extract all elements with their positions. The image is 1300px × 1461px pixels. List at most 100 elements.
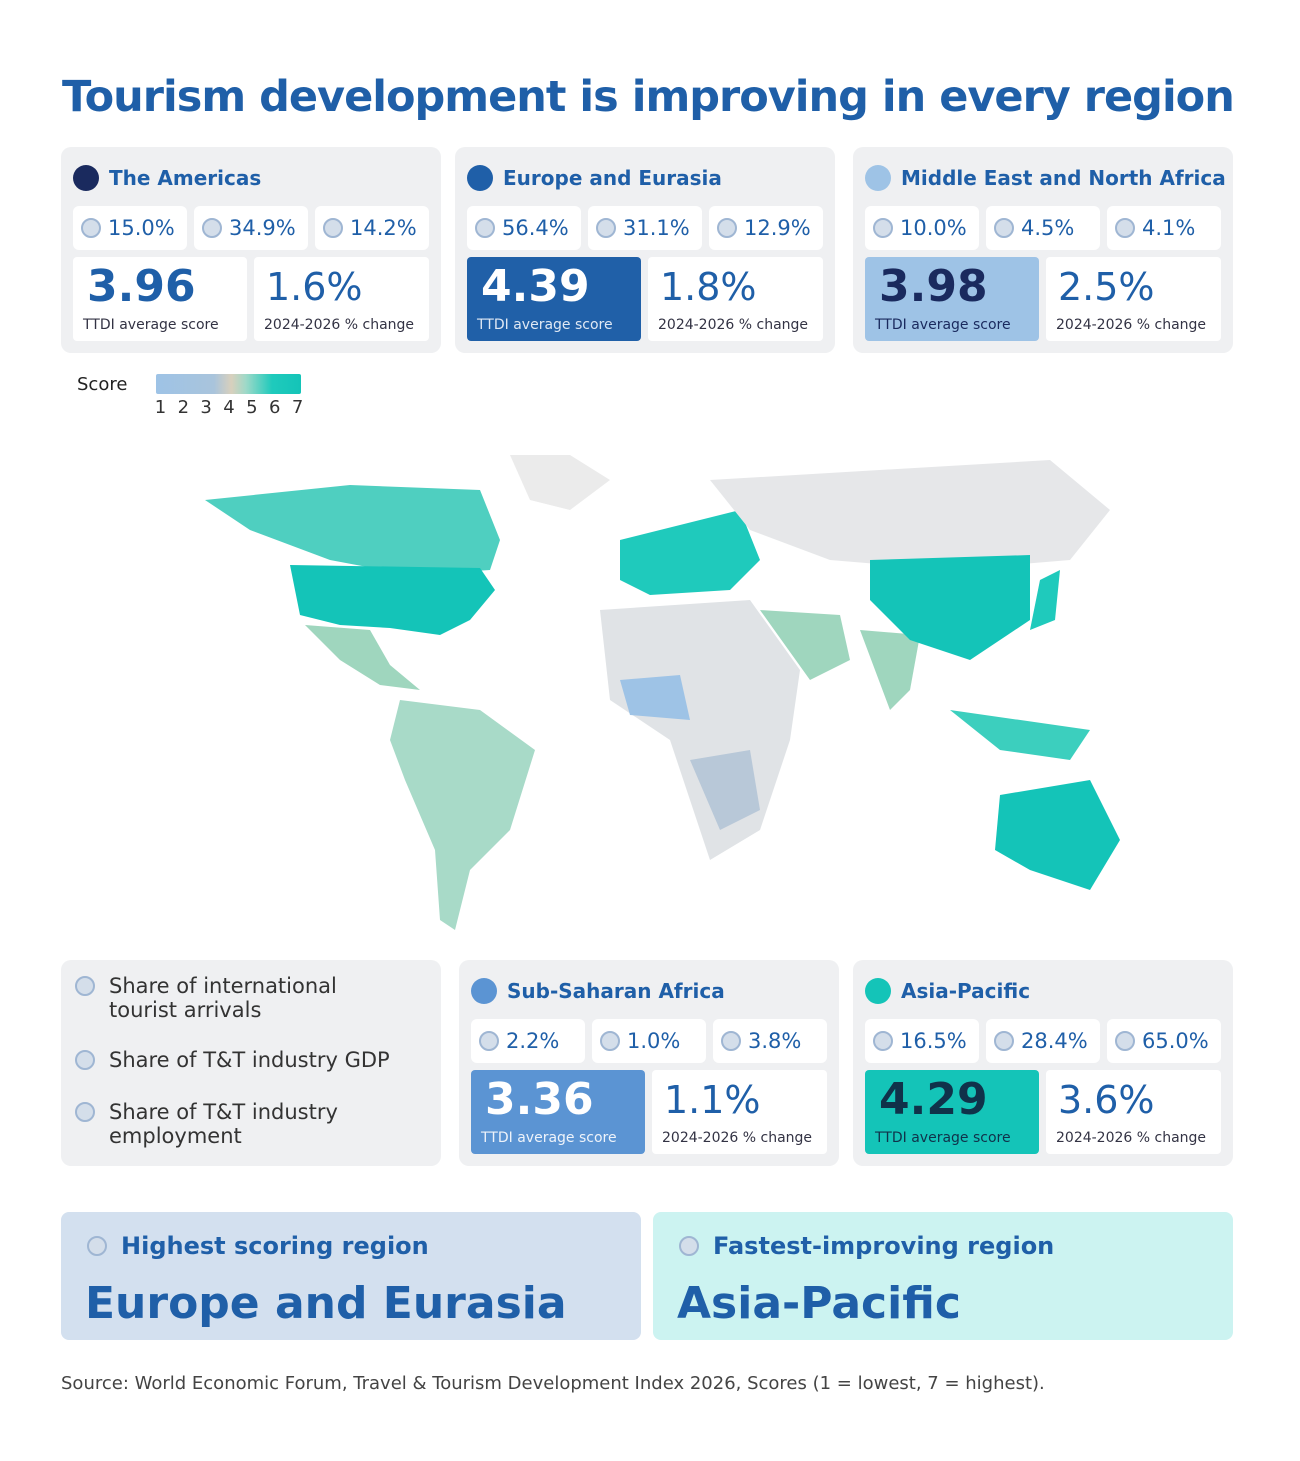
legend-tick: 1	[154, 397, 167, 418]
score-label: TTDI average score	[875, 317, 1011, 333]
key-label: Share of T&T industry employment	[109, 1100, 338, 1148]
legend-scale	[156, 374, 301, 394]
change-label: 2024-2026 % change	[658, 317, 809, 333]
stat-icon	[717, 218, 737, 238]
stat-pill: 2.2%	[471, 1019, 585, 1063]
stat-icon	[873, 1031, 893, 1051]
score-label: TTDI average score	[477, 317, 613, 333]
highlight-box: Fastest-improving region Asia-Pacific	[653, 1212, 1233, 1340]
china	[870, 555, 1030, 660]
change-box: 2.5% 2024-2026 % change	[1046, 257, 1221, 341]
stat-value: 4.5%	[1021, 216, 1075, 240]
stat-value: 14.2%	[350, 216, 417, 240]
stat-icon	[479, 1031, 499, 1051]
key-icon	[75, 1050, 95, 1070]
highlight-label: Highest scoring region	[121, 1232, 429, 1260]
region-name: Asia-Pacific	[901, 979, 1031, 1003]
stat-pill: 34.9%	[194, 206, 308, 250]
stat-icon	[721, 1031, 741, 1051]
stat-value: 34.9%	[229, 216, 296, 240]
highlight-icon	[679, 1236, 699, 1256]
change-box: 1.6% 2024-2026 % change	[254, 257, 429, 341]
score-label: TTDI average score	[83, 317, 219, 333]
stat-icon	[323, 218, 343, 238]
legend-tick: 3	[200, 397, 212, 418]
change-label: 2024-2026 % change	[264, 317, 415, 333]
stat-pill: 10.0%	[865, 206, 979, 250]
score-label: TTDI average score	[875, 1130, 1011, 1146]
region-name: Sub-Saharan Africa	[507, 979, 725, 1003]
highlight-icon	[87, 1236, 107, 1256]
region-dot	[471, 978, 497, 1004]
stat-pill: 1.0%	[592, 1019, 706, 1063]
change-value: 3.6%	[1058, 1078, 1155, 1122]
source: Source: World Economic Forum, Travel & T…	[61, 1373, 1045, 1394]
stat-icon	[873, 218, 893, 238]
stat-pill: 15.0%	[73, 206, 187, 250]
score-value: 3.36	[485, 1074, 594, 1125]
region-header: Middle East and North Africa	[865, 165, 1226, 191]
key-card: Share of international tourist arrivals S…	[61, 960, 441, 1166]
score-box: 3.36 TTDI average score	[471, 1070, 645, 1154]
highlight-value: Asia-Pacific	[677, 1278, 961, 1329]
change-box: 3.6% 2024-2026 % change	[1046, 1070, 1221, 1154]
stat-value: 2.2%	[506, 1029, 560, 1053]
greenland	[510, 455, 610, 510]
region-dot	[865, 978, 891, 1004]
legend-tick: 6	[269, 397, 281, 418]
stat-pill: 31.1%	[588, 206, 702, 250]
legend-tick: 7	[291, 397, 304, 418]
africa	[600, 600, 800, 860]
stat-value: 56.4%	[502, 216, 569, 240]
score-label: TTDI average score	[481, 1130, 617, 1146]
stat-icon	[81, 218, 101, 238]
usa	[290, 565, 495, 635]
world-map	[205, 455, 1120, 930]
score-box: 4.39 TTDI average score	[467, 257, 641, 341]
change-value: 2.5%	[1058, 265, 1155, 309]
highlight-box: Highest scoring region Europe and Eurasia	[61, 1212, 641, 1340]
change-value: 1.8%	[660, 265, 757, 309]
region-card: Sub-Saharan Africa 2.2% 1.0% 3.8% 3.36 TTDI a…	[459, 960, 839, 1166]
region-header: Europe and Eurasia	[467, 165, 722, 191]
region-header: Sub-Saharan Africa	[471, 978, 725, 1004]
region-name: The Americas	[109, 166, 262, 190]
stat-value: 15.0%	[108, 216, 175, 240]
score-value: 3.96	[87, 261, 196, 312]
europe	[620, 510, 760, 595]
stat-icon	[202, 218, 222, 238]
score-value: 4.39	[481, 261, 590, 312]
region-card: Europe and Eurasia 56.4% 31.1% 12.9% 4.39 TTD…	[455, 147, 835, 353]
stat-pill: 12.9%	[709, 206, 823, 250]
score-box: 4.29 TTDI average score	[865, 1070, 1039, 1154]
key-icon	[75, 1102, 95, 1122]
stat-pill: 4.1%	[1107, 206, 1221, 250]
australia	[995, 780, 1120, 890]
stat-value: 16.5%	[900, 1029, 967, 1053]
russia	[710, 460, 1110, 570]
change-value: 1.1%	[664, 1078, 761, 1122]
change-box: 1.1% 2024-2026 % change	[652, 1070, 827, 1154]
middle-east	[760, 610, 850, 680]
stat-value: 1.0%	[627, 1029, 681, 1053]
region-name: Middle East and North Africa	[901, 166, 1226, 190]
stat-pill: 3.8%	[713, 1019, 827, 1063]
stat-pill: 65.0%	[1107, 1019, 1221, 1063]
stat-value: 10.0%	[900, 216, 967, 240]
region-name: Europe and Eurasia	[503, 166, 722, 190]
stat-icon	[994, 218, 1014, 238]
highlight-value: Europe and Eurasia	[85, 1278, 567, 1329]
legend-tick: 5	[246, 397, 258, 418]
title: Tourism development is improving in ever…	[62, 72, 1235, 122]
region-dot	[73, 165, 99, 191]
key-label: Share of T&T industry GDP	[109, 1048, 390, 1072]
stat-value: 28.4%	[1021, 1029, 1088, 1053]
change-label: 2024-2026 % change	[1056, 317, 1207, 333]
score-box: 3.96 TTDI average score	[73, 257, 247, 341]
japan	[1030, 570, 1060, 630]
stat-pill: 28.4%	[986, 1019, 1100, 1063]
score-value: 3.98	[879, 261, 988, 312]
south-america	[390, 700, 535, 930]
stat-icon	[475, 218, 495, 238]
